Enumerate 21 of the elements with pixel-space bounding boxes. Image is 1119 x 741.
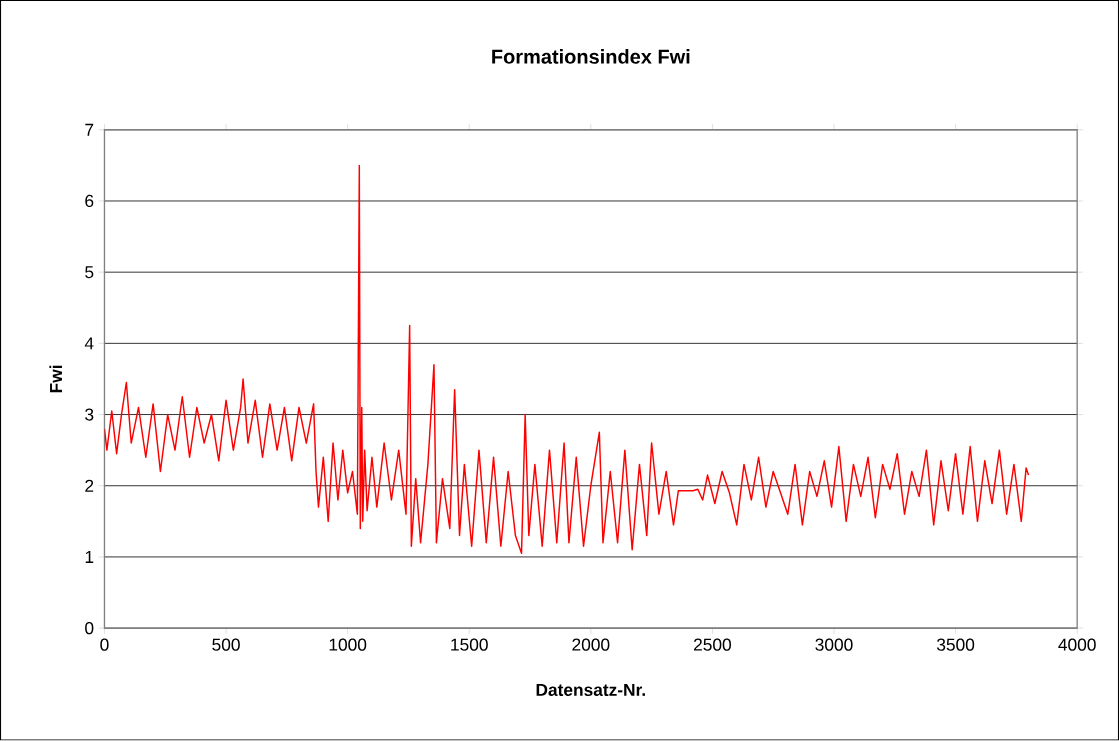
x-tick-label: 1000 <box>329 638 367 651</box>
y-tick-label: 7 <box>85 124 94 136</box>
x-tick-label: 2500 <box>694 638 731 651</box>
x-tick-label: 1500 <box>451 638 488 651</box>
y-tick-label: 5 <box>85 266 94 279</box>
x-tick-label: 2000 <box>572 638 610 651</box>
y-axis-title: Fwi <box>49 365 62 393</box>
y-tick-label: 2 <box>85 479 94 492</box>
line-series <box>104 164 1030 555</box>
y-tick-label: 6 <box>85 195 94 208</box>
x-tick-label: 0 <box>100 638 109 651</box>
chart-title: Formationsindex Fwi <box>492 49 690 64</box>
y-tick-label: 4 <box>84 337 94 350</box>
y-tick-label: 1 <box>85 551 94 564</box>
x-tick-label: 4000 <box>1058 638 1096 651</box>
x-tick-label: 3500 <box>936 638 975 651</box>
x-tick-label: 3000 <box>815 638 853 651</box>
y-tick-label: 0 <box>85 622 94 635</box>
x-axis-title: Datensatz-Nr. <box>536 684 645 697</box>
y-tick-label: 3 <box>85 408 94 421</box>
x-tick-label: 500 <box>212 638 240 651</box>
